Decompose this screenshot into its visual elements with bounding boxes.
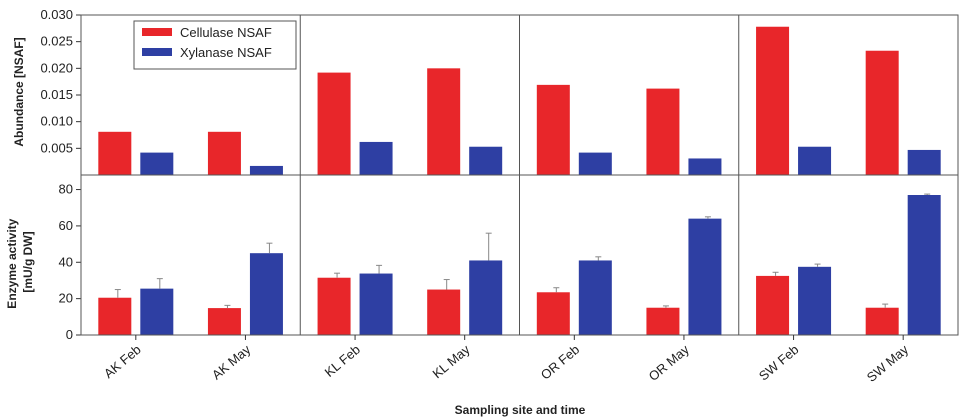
- bar-abundance-cellulase: [317, 72, 351, 175]
- y-tick-label-activity: 20: [59, 291, 73, 306]
- legend-swatch-cellulase: [142, 28, 172, 36]
- y-tick-label-abundance: 0.015: [40, 87, 73, 102]
- bar-abundance-cellulase: [207, 131, 241, 175]
- y-tick-label-abundance: 0.025: [40, 34, 73, 49]
- x-tick-label: SW Feb: [756, 342, 802, 384]
- bar-activity-cellulase: [207, 308, 241, 335]
- bar-abundance-xylanase: [249, 165, 283, 175]
- y-tick-label-abundance: 0.010: [40, 114, 73, 129]
- bar-activity-xylanase: [907, 195, 941, 335]
- y-tick-label-activity: 0: [66, 327, 73, 342]
- x-tick-label: AK Feb: [101, 342, 144, 381]
- bar-abundance-cellulase: [427, 68, 461, 175]
- legend-label-xylanase: Xylanase NSAF: [180, 45, 272, 60]
- panel-activity: 0 20 40 60 80: [59, 174, 959, 342]
- bar-activity-cellulase: [427, 289, 461, 335]
- x-tick-label: KL Feb: [322, 342, 363, 380]
- bar-abundance-xylanase: [907, 149, 941, 175]
- bar-activity-xylanase: [359, 273, 393, 335]
- y-tick-label-abundance: 0.030: [40, 7, 73, 22]
- x-tick-label: KL May: [430, 341, 473, 381]
- bar-activity-xylanase: [688, 218, 722, 335]
- y-tick-label-activity: 80: [59, 182, 73, 197]
- legend-swatch-xylanase: [142, 48, 172, 56]
- y-axis-title-abundance: Abundance [NSAF]: [12, 37, 26, 146]
- y-tick-label-abundance: 0.020: [40, 60, 73, 75]
- bar-activity-xylanase: [469, 260, 503, 335]
- bar-abundance-xylanase: [578, 152, 612, 175]
- x-axis: AK Feb AK May KL Feb KL May OR Feb OR May SW F…: [101, 335, 912, 385]
- bar-activity-xylanase: [798, 266, 832, 335]
- x-tick-label: SW May: [864, 341, 912, 384]
- x-tick-label: OR Feb: [538, 342, 583, 383]
- y-axis-title-activity-line-1: Enzyme activity: [5, 218, 19, 308]
- bar-abundance-cellulase: [98, 131, 132, 175]
- bar-abundance-cellulase: [865, 50, 899, 175]
- bar-activity-cellulase: [536, 292, 570, 335]
- bar-abundance-xylanase: [140, 152, 174, 175]
- legend: Cellulase NSAF Xylanase NSAF: [133, 20, 297, 70]
- legend-label-cellulase: Cellulase NSAF: [180, 25, 272, 40]
- y-tick-label-activity: 40: [59, 254, 73, 269]
- y-tick-label-activity: 60: [59, 218, 73, 233]
- bar-activity-xylanase: [578, 260, 612, 335]
- y-axis-title-activity: Enzyme activity [mU/g DW]: [5, 215, 35, 308]
- bar-activity-cellulase: [646, 307, 680, 335]
- x-axis-title: Sampling site and time: [455, 403, 586, 417]
- bar-activity-xylanase: [140, 288, 174, 335]
- y-axis-title-activity-line-2: [mU/g DW]: [21, 231, 35, 292]
- bar-abundance-xylanase: [798, 146, 832, 175]
- bar-abundance-xylanase: [469, 146, 503, 175]
- y-tick-label-abundance: 0.005: [40, 140, 73, 155]
- bar-activity-xylanase: [249, 253, 283, 335]
- bar-abundance-cellulase: [536, 84, 570, 175]
- panel-abundance: 0.005 0.010 0.015 0.020 0.025 0.030: [40, 7, 959, 176]
- bar-abundance-cellulase: [756, 26, 790, 175]
- bar-activity-cellulase: [98, 297, 132, 335]
- x-tick-label: OR May: [646, 341, 693, 383]
- bar-activity-cellulase: [756, 275, 790, 335]
- x-tick-label: AK May: [209, 341, 254, 382]
- bar-activity-cellulase: [317, 277, 351, 335]
- bar-abundance-cellulase: [646, 88, 680, 175]
- bar-abundance-xylanase: [688, 158, 722, 175]
- bar-activity-cellulase: [865, 307, 899, 335]
- bar-abundance-xylanase: [359, 141, 393, 175]
